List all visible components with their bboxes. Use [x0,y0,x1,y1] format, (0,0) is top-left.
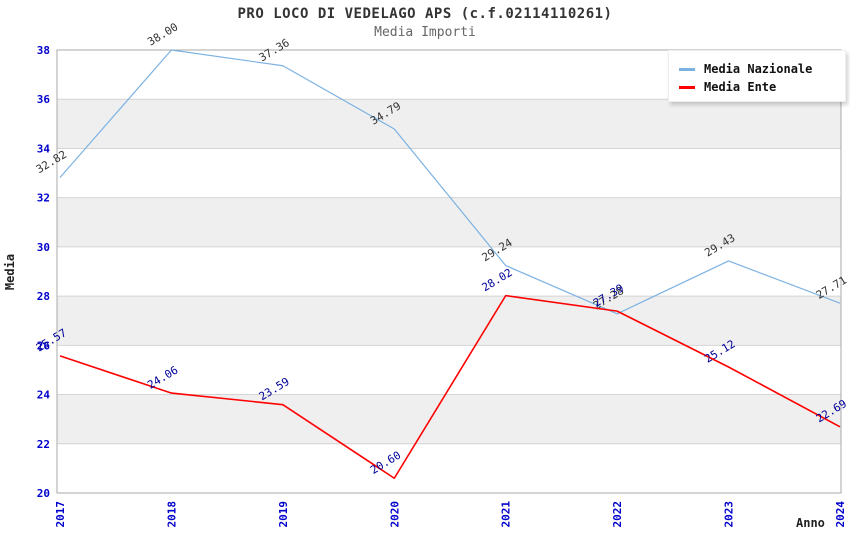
y-tick-label: 22 [37,438,50,451]
chart-title: PRO LOCO DI VEDELAGO APS (c.f.0211411026… [237,6,613,22]
series-line-0 [59,49,841,315]
x-tick-label: 2018 [165,501,178,528]
media-nazionale-line-swatch [679,67,695,71]
y-tick-label: 20 [37,487,50,500]
plot-band [57,296,841,346]
y-tick-label: 30 [37,241,50,254]
x-tick-label: 2020 [388,501,401,528]
y-tick-label: 28 [37,290,50,303]
x-axis-title: Anno [796,516,825,530]
plot-band [57,197,841,247]
data-label: 38.00 [145,20,180,48]
y-tick-label: 36 [37,93,51,106]
x-tick-label: 2021 [500,501,513,528]
y-tick-label: 38 [37,44,50,57]
media-ente-line-swatch [679,85,695,89]
x-tick-label: 2024 [834,501,847,528]
legend-label-nazionale: Media Nazionale [704,62,813,76]
x-tick-label: 2023 [723,501,736,528]
y-tick-label: 26 [37,339,51,352]
plot-band [57,443,841,493]
legend-box: Media Nazionale Media Ente [668,50,846,102]
y-tick-label: 24 [37,389,51,402]
plot-band [57,394,841,444]
legend-item-ente: Media Ente [679,78,845,96]
plot-band [57,99,841,149]
series-line-1 [59,294,841,480]
x-tick-label: 2019 [277,501,290,528]
legend-label-ente: Media Ente [704,80,777,94]
plot-band [57,246,841,297]
legend-item-nazionale: Media Nazionale [679,60,845,78]
y-axis-title: Media [3,254,17,290]
plot-band [57,345,841,395]
y-tick-label: 32 [37,192,50,205]
plot-border [56,49,842,494]
y-tick-label: 34 [37,142,51,155]
x-tick-label: 2022 [611,501,624,528]
plot-band [57,148,841,198]
chart-subtitle: Media Importi [374,25,476,40]
x-tick-label: 2017 [54,501,67,528]
